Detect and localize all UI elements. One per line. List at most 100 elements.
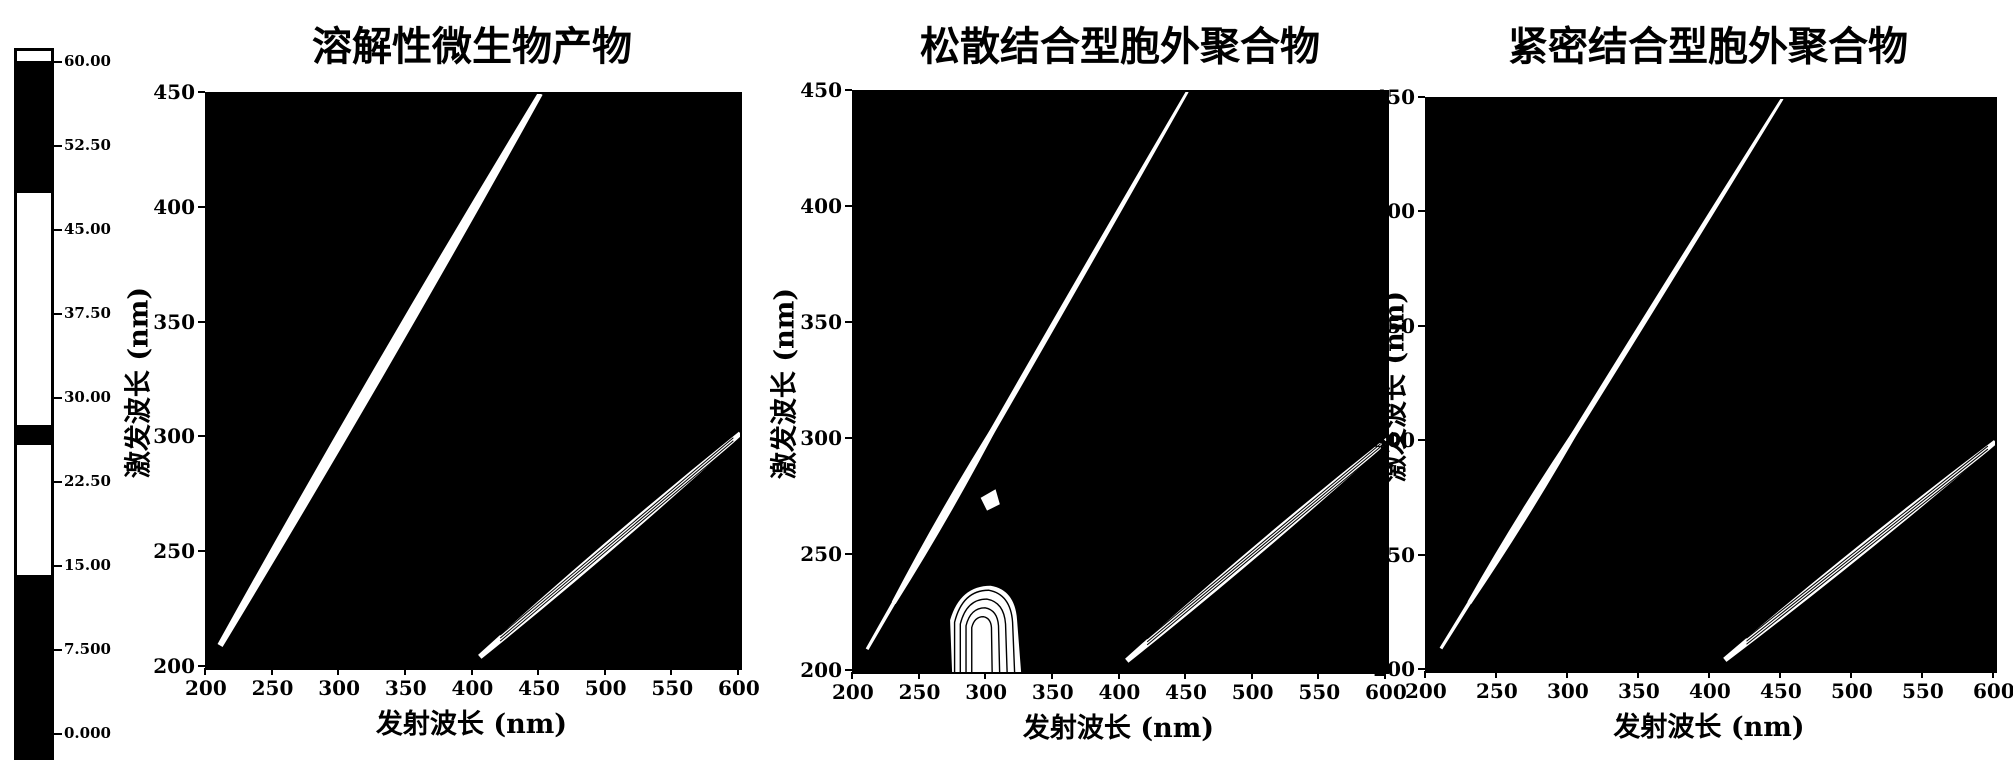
colorbar-tick-label: 0.000 [64, 724, 111, 742]
x-tick-mark [1424, 671, 1426, 678]
second-order-contour-line [499, 440, 734, 639]
x-tick-label: 300 [965, 680, 1007, 704]
colorbar [14, 48, 54, 760]
colorbar-tick [54, 229, 62, 231]
x-tick-mark [470, 668, 473, 675]
y-tick-label: 400 [1373, 199, 1415, 224]
y-tick-label: 300 [153, 424, 195, 449]
x-tick-mark [337, 668, 340, 675]
colorbar-tick-label: 22.50 [64, 472, 111, 490]
x-tick-mark [1779, 671, 1781, 678]
fluorescence-peak-contour [959, 598, 1008, 672]
y-tick-mark [845, 669, 852, 671]
x-tick-label: 350 [1618, 679, 1660, 703]
x-tick-label: 500 [1831, 679, 1873, 703]
y-tick-label: 400 [153, 194, 195, 219]
x-tick-label: 400 [1098, 680, 1141, 704]
colorbar-segment-white-mid [17, 193, 51, 425]
x-tick-mark [603, 668, 606, 675]
second-order-contour-line [1746, 448, 1989, 642]
x-tick-label: 550 [651, 676, 694, 700]
x-tick-mark [537, 668, 540, 675]
x-tick-mark [1050, 672, 1053, 679]
colorbar-tick-label: 7.500 [64, 640, 111, 658]
x-tick-mark [1992, 671, 1994, 678]
x-tick-label: 450 [1760, 679, 1802, 703]
y-tick-mark [845, 89, 852, 91]
x-tick-label: 300 [1547, 679, 1589, 703]
y-tick-mark [198, 550, 205, 553]
rayleigh-scatter-band [217, 94, 543, 647]
colorbar-tick [54, 313, 62, 315]
colorbar-tick [54, 565, 62, 567]
fluorescence-peak-contour [953, 589, 1016, 672]
x-tick-label: 200 [832, 680, 874, 704]
colorbar-tick [54, 481, 62, 483]
colorbar-tick-label: 45.00 [64, 220, 111, 238]
x-tick-mark [1566, 671, 1568, 678]
x-tick-mark [270, 668, 273, 675]
x-tick-label: 550 [1902, 679, 1944, 703]
x-tick-mark [1495, 671, 1497, 678]
y-tick-label: 300 [1373, 428, 1415, 453]
x-tick-mark [917, 672, 920, 679]
chart-title: 紧密结合型胞外聚合物 [1508, 24, 1908, 70]
second-order-contour-line [1146, 443, 1381, 640]
second-order-contour-line [499, 443, 734, 642]
second-order-contour-line [1746, 445, 1989, 639]
x-tick-label: 550 [1298, 680, 1341, 704]
y-tick-mark [845, 553, 852, 555]
x-tick-label: 600 [1973, 679, 2013, 703]
x-tick-label: 600 [1365, 680, 1407, 704]
x-tick-label: 200 [185, 676, 227, 700]
y-tick-mark [1418, 210, 1425, 213]
x-tick-mark [984, 672, 987, 679]
chart-title: 松散结合型胞外聚合物 [920, 24, 1320, 70]
y-tick-label: 350 [1373, 313, 1415, 338]
y-tick-label: 200 [800, 658, 842, 682]
y-tick-label: 450 [800, 78, 842, 102]
y-tick-mark [1418, 439, 1425, 442]
x-tick-label: 200 [1405, 679, 1447, 703]
x-tick-mark [851, 672, 853, 679]
y-tick-mark [198, 435, 205, 438]
y-tick-label: 250 [800, 542, 842, 566]
rayleigh-scatter-core [891, 415, 1003, 604]
y-tick-label: 350 [153, 309, 195, 334]
y-axis-label: 激发波长 (nm) [769, 287, 801, 480]
x-tick-mark [1184, 672, 1187, 679]
y-axis-label: 激发波长 (nm) [1379, 290, 1411, 483]
plot-area [205, 92, 742, 670]
y-tick-label: 300 [800, 426, 842, 450]
y-tick-label: 400 [800, 194, 842, 218]
y-tick-mark [1418, 96, 1425, 98]
y-tick-label: 450 [153, 80, 195, 104]
eem-contour-plot [1439, 99, 1995, 662]
x-tick-label: 600 [718, 676, 760, 700]
x-tick-mark [1384, 672, 1386, 679]
x-axis-label: 发射波长 (nm) [1022, 713, 1215, 744]
colorbar-tick-label: 30.00 [64, 388, 111, 406]
x-tick-mark [1708, 671, 1710, 678]
colorbar-tick-label: 15.00 [64, 556, 111, 574]
x-tick-mark [1317, 672, 1320, 679]
colorbar-segment-white-low [17, 445, 51, 575]
y-tick-mark [1418, 324, 1425, 327]
y-tick-mark [198, 665, 205, 667]
x-tick-mark [1637, 671, 1639, 678]
colorbar-tick-label: 60.00 [64, 52, 111, 70]
x-tick-label: 250 [251, 676, 294, 700]
y-tick-label: 200 [153, 654, 195, 678]
x-tick-label: 350 [1031, 680, 1074, 704]
y-tick-mark [845, 321, 852, 323]
eem-contour-plot [217, 94, 740, 659]
x-tick-mark [1117, 672, 1120, 679]
second-order-contour-line [499, 437, 734, 636]
colorbar-tick [54, 649, 62, 651]
y-tick-mark [198, 320, 205, 323]
fluorescence-peak-contour [971, 615, 993, 672]
plot-area [1425, 97, 1997, 673]
x-tick-label: 250 [898, 680, 941, 704]
y-tick-mark [198, 205, 205, 208]
rayleigh-scatter-core [1467, 417, 1586, 604]
